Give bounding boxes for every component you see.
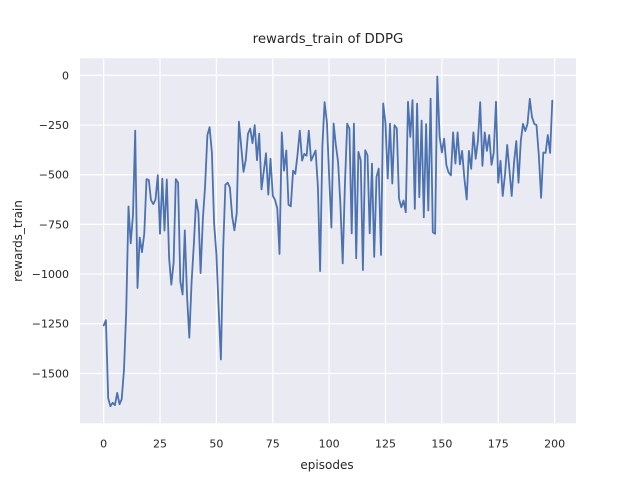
x-tick-label: 200 [544, 438, 565, 451]
y-tick-label: −1250 [32, 318, 69, 331]
x-tick-label: 125 [375, 438, 396, 451]
x-tick-label: 25 [153, 438, 167, 451]
x-axis-label: episodes [300, 458, 353, 472]
y-tick-label: 0 [62, 69, 69, 82]
x-tick-label: 50 [209, 438, 223, 451]
y-tick-label: −1500 [32, 367, 69, 380]
x-tick-label: 100 [319, 438, 340, 451]
y-tick-label: −250 [39, 119, 69, 132]
axes-background [80, 58, 576, 424]
y-tick-label: −1000 [32, 268, 69, 281]
chart-title: rewards_train of DDPG [253, 32, 404, 47]
x-tick-label: 175 [488, 438, 509, 451]
y-tick-label: −750 [39, 218, 69, 231]
reward-line [102, 75, 554, 408]
x-tick-label: 150 [431, 438, 452, 451]
plot-area: 0 25 50 75 100 125 150 175 200 0 −250 −500 −750 −1000… [32, 58, 576, 451]
x-tick-label: 0 [100, 438, 107, 451]
y-axis-label: rewards_train [11, 200, 25, 282]
y-tick-label: −500 [39, 169, 69, 182]
x-tick-label: 75 [266, 438, 280, 451]
